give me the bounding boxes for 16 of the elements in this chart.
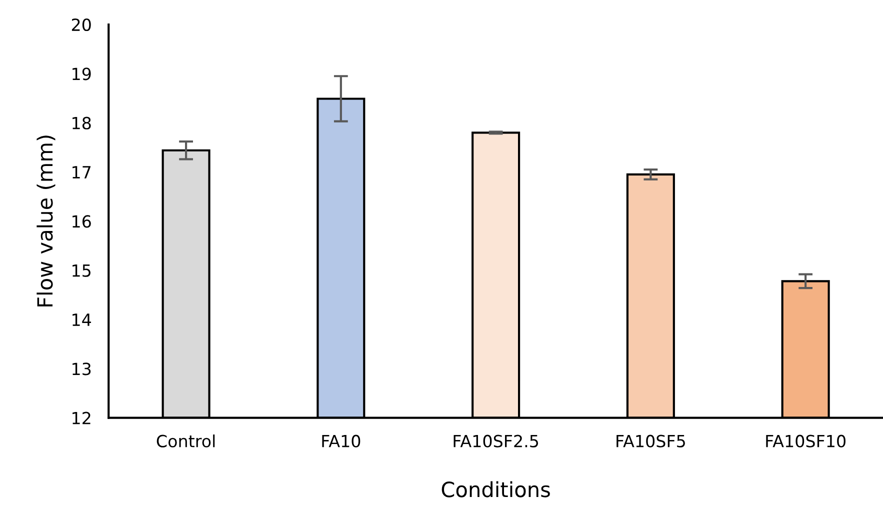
x-tick-label: FA10SF5 <box>616 434 685 448</box>
x-tick-label: FA10SF2.5 <box>454 434 538 448</box>
y-tick-label: 12 <box>72 412 90 424</box>
x-tick-label: FA10SF10 <box>766 434 846 448</box>
y-tick-label: 17 <box>72 166 91 178</box>
x-tick-label: Control <box>156 434 215 448</box>
y-tick-label: 18 <box>72 116 91 130</box>
y-tick-label: 16 <box>72 215 91 228</box>
y-tick-label: 14 <box>72 314 92 326</box>
y-axis-title: Flow value (mm) <box>36 136 56 306</box>
y-tick-label: 19 <box>72 68 91 80</box>
x-tick-label: FA10 <box>322 434 360 448</box>
y-tick-label: 13 <box>72 362 91 376</box>
x-axis-title: Conditions <box>442 481 550 498</box>
y-tick-label: 20 <box>72 18 91 32</box>
y-tick-label: 15 <box>72 264 90 277</box>
